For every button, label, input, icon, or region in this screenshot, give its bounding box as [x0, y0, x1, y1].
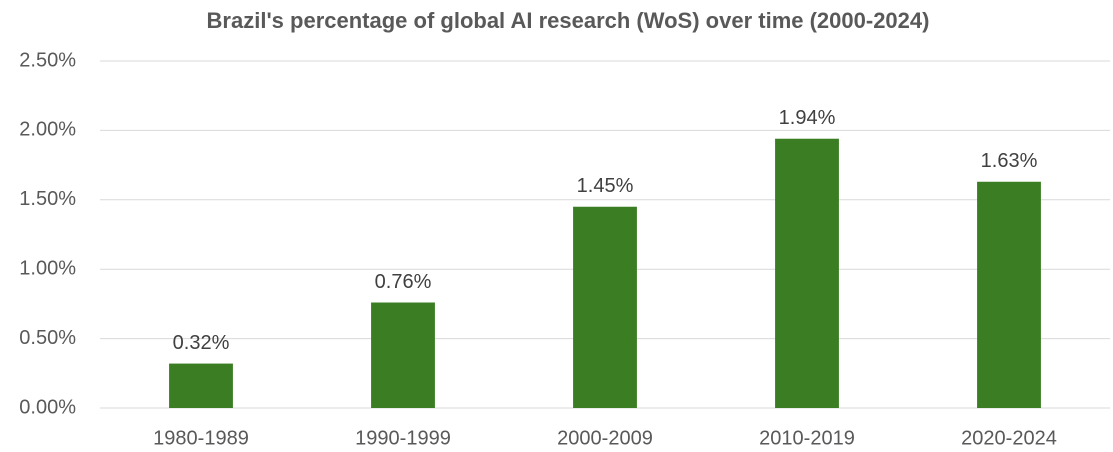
- bar: [977, 181, 1041, 408]
- data-label: 1.94%: [779, 107, 836, 129]
- bar: [169, 363, 233, 408]
- y-tick-label: 1.50%: [19, 188, 76, 210]
- x-tick-label: 1980-1989: [153, 427, 249, 449]
- y-tick-label: 2.50%: [19, 49, 76, 71]
- bar: [371, 302, 435, 408]
- bar: [573, 206, 637, 408]
- bar: [775, 138, 839, 408]
- x-tick-label: 2020-2024: [961, 427, 1057, 449]
- data-label: 0.32%: [173, 332, 230, 354]
- y-tick-label: 0.50%: [19, 327, 76, 349]
- data-label: 1.45%: [577, 175, 634, 197]
- data-label: 0.76%: [375, 271, 432, 293]
- y-tick-label: 1.00%: [19, 257, 76, 279]
- x-tick-label: 2000-2009: [557, 427, 653, 449]
- chart-title: Brazil's percentage of global AI researc…: [207, 8, 930, 33]
- y-tick-label: 2.00%: [19, 119, 76, 141]
- x-tick-label: 2010-2019: [759, 427, 855, 449]
- x-tick-label: 1990-1999: [355, 427, 451, 449]
- data-label: 1.63%: [981, 150, 1038, 172]
- y-tick-label: 0.00%: [19, 396, 76, 418]
